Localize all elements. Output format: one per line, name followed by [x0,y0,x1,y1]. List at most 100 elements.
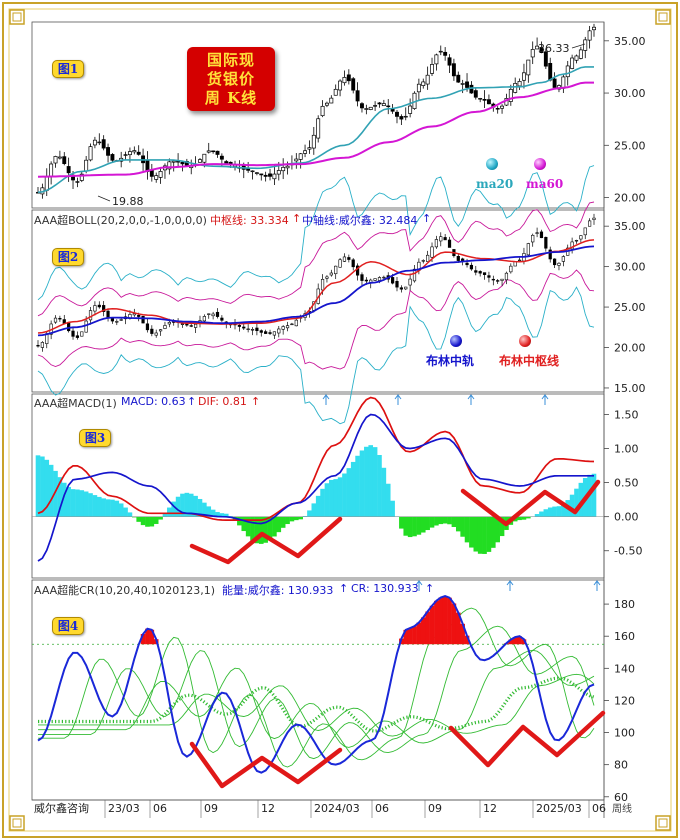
boll-pivot-legend-label: 布林中枢线 [499,354,560,368]
macd-bar [547,507,553,517]
macd-bar [407,516,413,538]
cr-overbought-fill [412,626,417,645]
ma20-line [37,66,594,194]
title-line-3: 周 K线 [204,88,258,107]
macd-bar [552,506,557,517]
y-tick-label: 80 [614,759,628,772]
candle-body [539,46,544,53]
boll-outer-upper [37,165,595,301]
boll-candle-body [207,313,211,315]
macd-bar [460,516,465,537]
candle-body [561,76,566,89]
macd-bar [385,483,391,517]
boll-candle-body [355,265,360,276]
p2-header-mid: 中枢线: 33.334 [210,214,289,227]
boll-candle-body [364,279,368,282]
boll-candle-body [154,332,158,336]
macd-bar [364,446,369,517]
candle-body [513,83,518,93]
macd-bar [442,516,448,524]
candle-body [75,181,80,183]
boll-candle-body [250,329,255,331]
y-tick-label: 25.00 [614,301,646,314]
candle-body [447,57,452,66]
macd-bar [61,482,67,517]
candle-body [316,118,321,139]
macd-bar [307,510,312,517]
candle-body [106,147,110,156]
macd-bar [188,493,194,517]
x-tick-label: 12 [483,802,497,815]
boll-candle-body [531,234,535,243]
p2-up-arrow-1: ↑ [292,212,302,225]
cr-line [37,595,595,774]
candle-body [272,173,277,180]
x-tick-label: 09 [204,802,218,815]
macd-bar [92,495,98,517]
y-tick-label: 1.00 [614,443,639,456]
candle-body [530,49,535,58]
ma60-line [37,81,594,178]
cr-overbought-fill [508,639,514,645]
candle-body [127,151,132,156]
boll-candle-body [36,344,40,347]
candle-body [587,30,592,41]
y-tick-label: 35.00 [614,35,646,48]
panel-2-badge: 图2 [52,248,84,266]
macd-bar [193,495,198,517]
corner-square [655,815,671,831]
candle-body [460,83,465,85]
frame-corner-ornament [9,9,25,25]
candle-body [171,160,176,163]
boll-candle-body [491,278,495,281]
x-tick-label: 2024/03 [314,802,360,815]
boll-candle-body [285,325,290,329]
boll-candle-body [526,243,530,256]
boll-candle-body [80,331,84,337]
macd-bar [359,450,365,517]
cr-overbought-fill [451,603,457,645]
boll-candle-body [539,231,544,239]
boll-candle-body [110,317,115,322]
boll-candle-body [395,280,399,288]
boll-candle-body [570,241,574,250]
x-tick-label: 2025/03 [536,802,582,815]
candle-body [79,173,84,181]
macd-bar [197,498,203,517]
macd-bar [320,488,325,517]
candle-body [268,173,272,177]
boll-candle-body [404,286,408,290]
candle-body [486,99,491,105]
macd-bar [377,454,382,517]
macd-bar [311,503,317,517]
candle-body [285,165,290,169]
macd-bar [280,516,286,528]
boll-candle-body [325,276,329,279]
boll-candle-body [58,317,62,320]
macd-bar [145,516,150,527]
boll-candle-body [482,272,487,275]
boll-candle-body [342,256,347,262]
candle-body [224,161,229,164]
candle-body [355,90,360,102]
candle-body [53,156,58,164]
cr-overbought-fill [420,617,426,645]
boll-candle-body [75,335,80,338]
candle-body [574,55,579,61]
macd-bar [132,516,137,518]
candle-body [250,170,255,173]
boll-candle-body [93,305,97,312]
boll-candle-body [535,232,539,234]
candle-body [386,105,391,108]
macd-bar [40,456,45,517]
macd-bar [258,516,264,544]
p3-header-macd: MACD: 0.63 [121,395,186,408]
macd-bar [556,506,562,517]
macd-bar [110,499,115,517]
macd-bar [543,509,549,517]
macd-bar [302,515,308,517]
macd-bar [267,516,273,541]
candle-body [360,103,364,109]
macd-bar [521,516,527,520]
boll-candle-body [194,323,198,328]
